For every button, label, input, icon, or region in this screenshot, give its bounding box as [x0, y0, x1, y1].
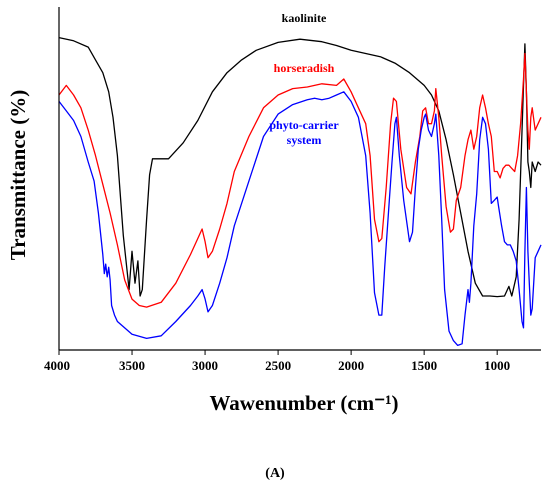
y-axis-title: Transmittance (%): [6, 90, 30, 261]
x-tick-label: 2000: [338, 358, 364, 373]
x-tick-label: 2500: [265, 358, 291, 373]
x-tick-label: 4000: [44, 358, 70, 373]
x-axis-title: Wawenumber (cm⁻¹): [209, 391, 398, 415]
series-line-3: [58, 91, 542, 347]
series-label-3: phyto-carrier system: [269, 118, 339, 147]
x-tick-label: 3500: [119, 358, 145, 373]
panel-label: (A): [265, 466, 285, 481]
series-line-2: [58, 52, 542, 308]
series-labels: kaolinite horseradish phyto-carrier system: [269, 11, 339, 147]
x-tick-label: 1000: [484, 358, 510, 373]
series-line-1: [58, 36, 542, 298]
x-tick-label: 3000: [192, 358, 218, 373]
series-label-1: kaolinite: [282, 11, 327, 25]
series-label-2: horseradish: [274, 61, 335, 75]
x-tick-label: 1500: [411, 358, 437, 373]
x-ticks: 4000 3500 3000 2500 2000 1500 1000: [44, 350, 510, 373]
series-layer: [58, 36, 542, 347]
